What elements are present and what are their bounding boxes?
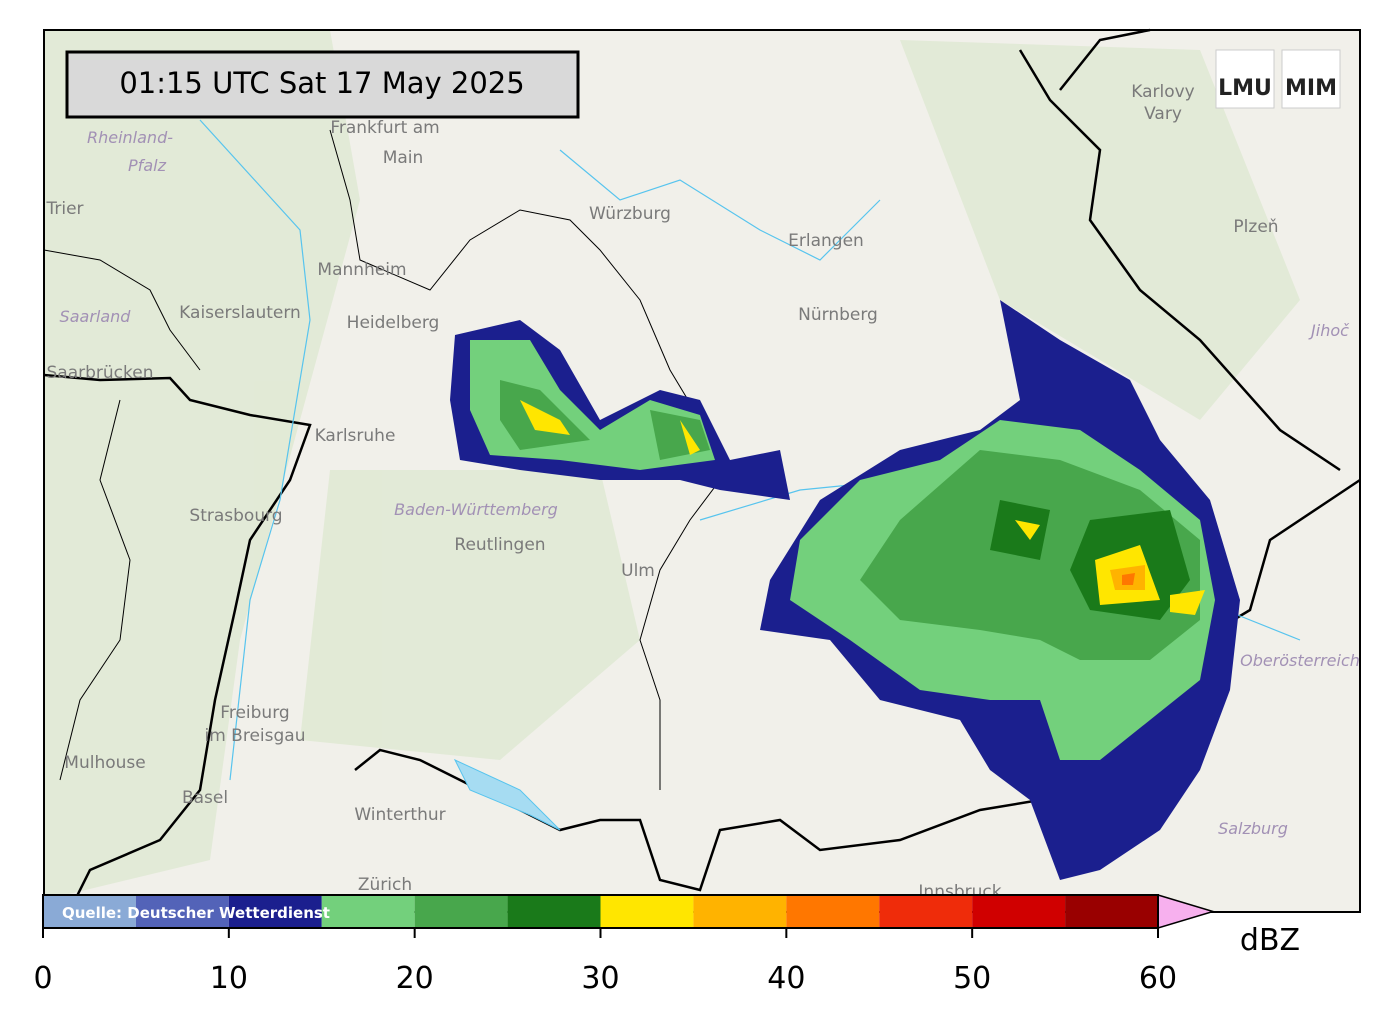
- colorbar-segment: [879, 895, 973, 928]
- place-label: Ulm: [621, 561, 655, 581]
- place-label: Mulhouse: [64, 753, 145, 773]
- colorbar-segment: [1065, 895, 1158, 928]
- place-label: Erlangen: [788, 231, 864, 251]
- colorbar-segment: [135, 895, 229, 928]
- place-labels: Frankfurt am Main Rheinland- Pfalz Trier Mann…: [45, 82, 1359, 902]
- logo-text: MIM: [1285, 76, 1337, 101]
- colorbar-segment: [321, 895, 415, 928]
- timestamp: 01:15 UTC Sat 17 May 2025: [119, 66, 524, 100]
- place-label: Mannheim: [317, 260, 406, 280]
- tick-label: 30: [581, 961, 619, 996]
- tick-label: 0: [33, 961, 52, 996]
- lake: [453, 758, 561, 831]
- place-label: Saarbrücken: [47, 363, 154, 383]
- colorbar-segment: [43, 895, 136, 928]
- place-label: Baden-Württemberg: [394, 500, 558, 519]
- place-label: Vary: [1144, 104, 1182, 124]
- admin-borders: [43, 129, 721, 790]
- place-label: Frankfurt am: [330, 118, 439, 138]
- place-label: Strasbourg: [189, 506, 282, 526]
- place-label: Pfalz: [128, 156, 167, 175]
- place-label: Karlovy: [1131, 82, 1195, 102]
- colorbar-segment: [507, 895, 601, 928]
- place-label: Oberösterreich: [1240, 651, 1360, 670]
- place-label: Plzeň: [1233, 217, 1278, 237]
- colorbar-segment: [786, 895, 880, 928]
- tick-label: 50: [953, 961, 991, 996]
- radar-echoes: [450, 300, 1240, 880]
- terrain: [44, 30, 1300, 900]
- place-label: Heidelberg: [347, 313, 440, 333]
- place-label: Reutlingen: [454, 535, 545, 555]
- tick-label: 20: [396, 961, 434, 996]
- place-label: Kaiserslautern: [179, 303, 301, 323]
- place-label: Salzburg: [1218, 819, 1288, 838]
- colorbar-segment: [228, 895, 322, 928]
- place-label: im Breisgau: [205, 726, 306, 746]
- colorbar-segment: [972, 895, 1066, 928]
- place-label: Karlsruhe: [315, 426, 396, 446]
- logo-text: LMU: [1218, 76, 1272, 101]
- colorbar-segment: [600, 895, 694, 928]
- place-label: Freiburg: [220, 703, 289, 723]
- place-label: Trier: [45, 199, 83, 219]
- place-label: Zürich: [358, 875, 412, 895]
- tick-label: 60: [1139, 961, 1177, 996]
- place-label: Würzburg: [589, 204, 671, 224]
- place-label: Basel: [182, 788, 228, 808]
- place-label: Winterthur: [354, 805, 445, 825]
- source-label: Quelle: Deutscher Wetterdienst: [62, 904, 330, 922]
- tick-label: 40: [767, 961, 805, 996]
- place-label: Main: [383, 148, 424, 168]
- unit-label: dBZ: [1240, 923, 1300, 958]
- colorbar-segment: [414, 895, 508, 928]
- colorbar: Quelle: Deutscher Wetterdienst 0 10 20 30 40 5…: [33, 893, 1300, 996]
- logo-box: [1215, 49, 1275, 109]
- place-label: Jihoč: [1308, 321, 1350, 340]
- tick-label: 10: [210, 961, 248, 996]
- colorbar-segment: [693, 895, 787, 928]
- place-label: Saarland: [60, 307, 132, 326]
- timestamp-box: [65, 50, 580, 119]
- place-label: Nürnberg: [798, 305, 878, 325]
- place-label: Rheinland-: [87, 128, 173, 147]
- logo-box: [1281, 49, 1341, 109]
